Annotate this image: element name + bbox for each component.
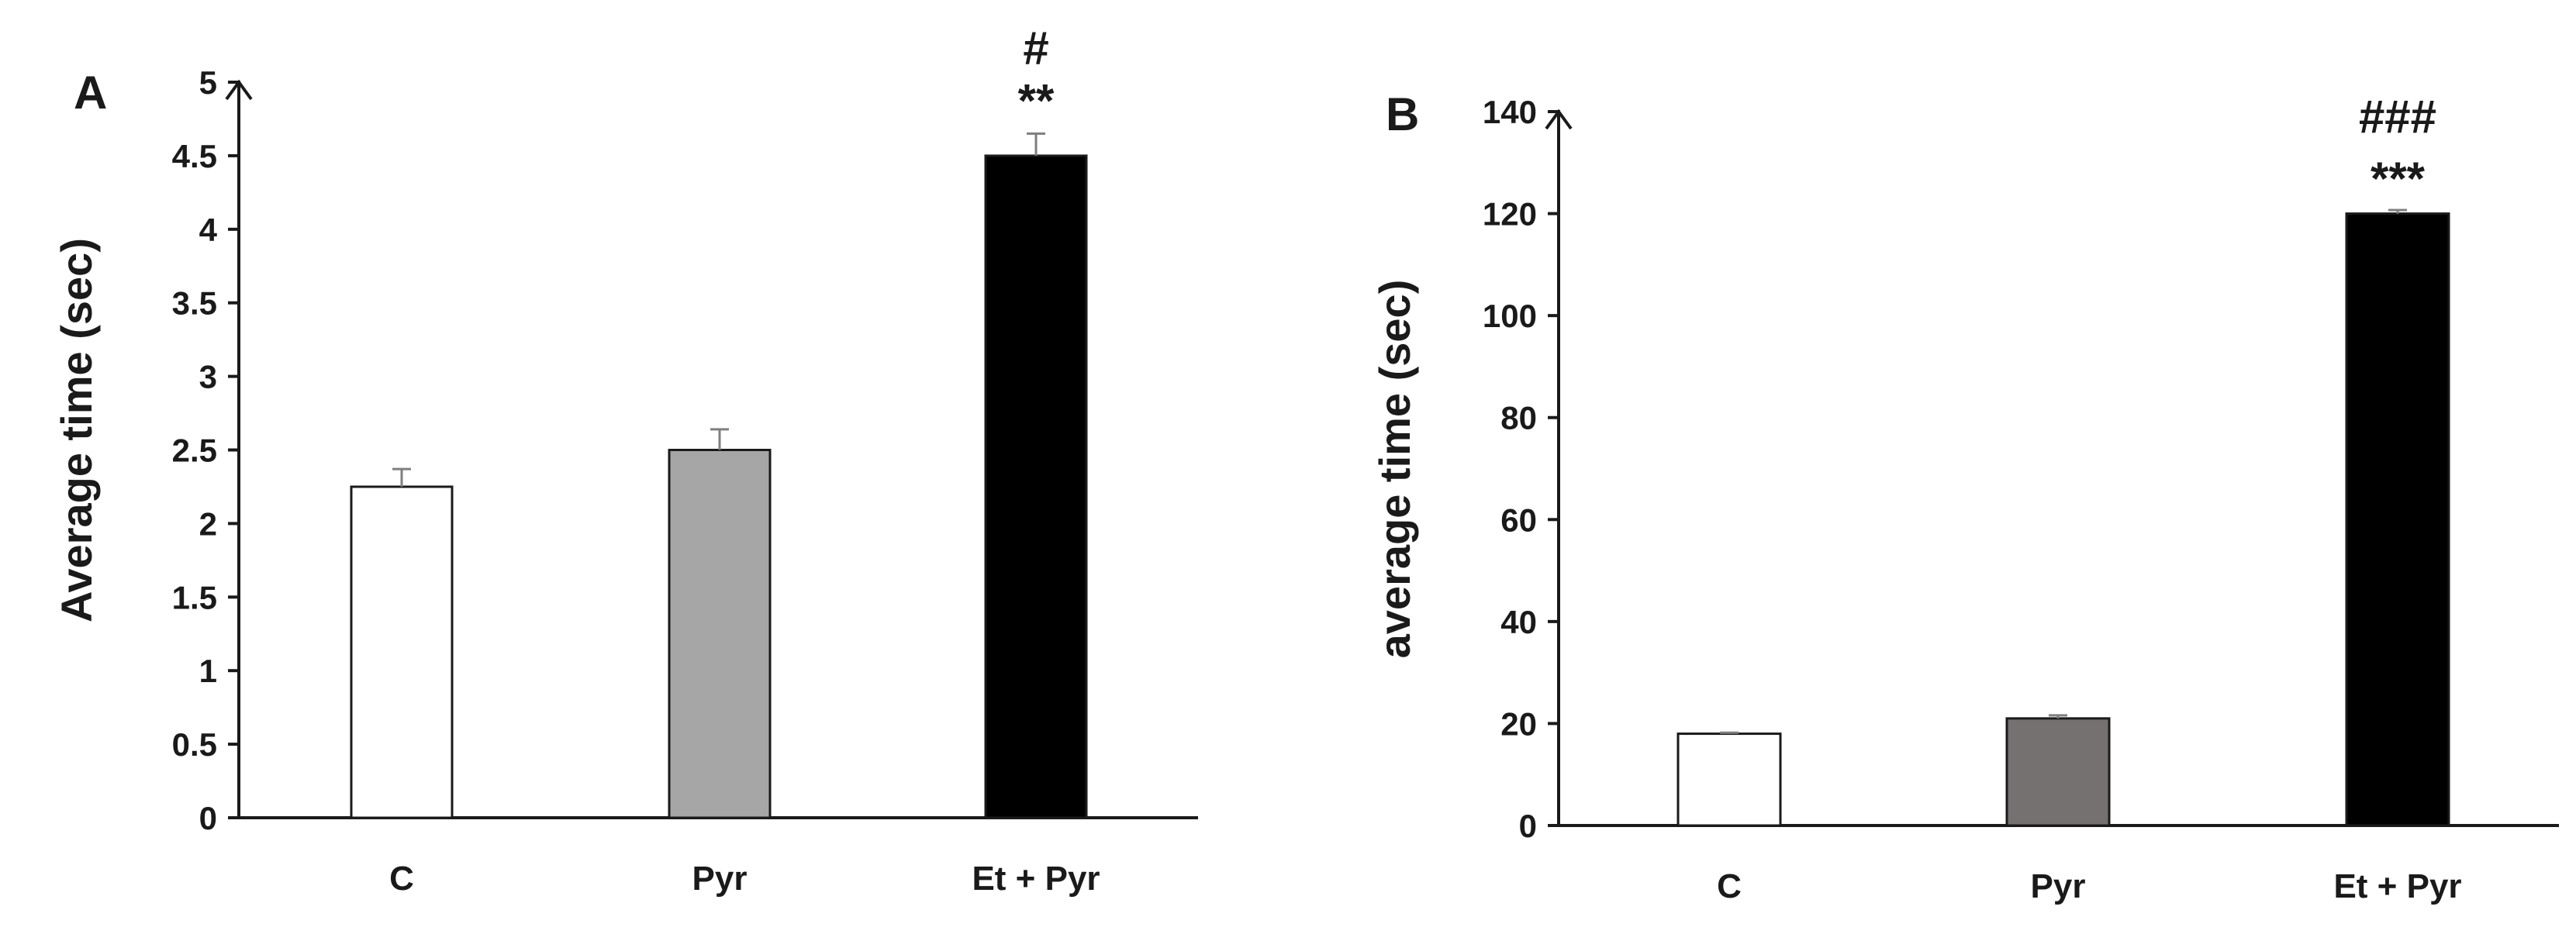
- y-tick-label: 0: [1519, 808, 1537, 844]
- x-tick-label: C: [389, 860, 414, 898]
- y-tick-label: 4.5: [172, 138, 217, 174]
- chart-panel-b: B average time (sec) 0 20 40 60 80 100 120 140 C…: [1370, 88, 2559, 905]
- bar: [2345, 212, 2450, 827]
- bar: [668, 449, 772, 819]
- x-tick-label: C: [1717, 867, 1742, 905]
- panel-label: A: [74, 67, 107, 119]
- y-tick-label: 5: [199, 64, 217, 101]
- y-axis-label: Average time (sec): [52, 238, 101, 622]
- y-tick-label: 100: [1483, 298, 1537, 334]
- y-tick-label: 2.5: [172, 433, 217, 469]
- bar: [1676, 732, 1782, 827]
- x-tick-label: Pyr: [692, 860, 748, 898]
- bar: [984, 154, 1088, 819]
- y-tick-label: 1: [199, 653, 217, 689]
- x-tick-label: Pyr: [2031, 867, 2086, 905]
- significance-label: ***: [2371, 153, 2426, 205]
- bar: [2005, 717, 2111, 827]
- y-tick-label: 120: [1483, 196, 1537, 233]
- y-tick-label: 0.5: [172, 726, 217, 763]
- significance-label: ###: [2359, 91, 2436, 143]
- y-tick-label: 3.5: [172, 285, 217, 322]
- y-tick-label: 60: [1500, 502, 1537, 538]
- y-tick-label: 40: [1500, 604, 1537, 640]
- y-tick-label: 1.5: [172, 579, 217, 615]
- y-tick-label: 80: [1500, 400, 1537, 436]
- significance-label: **: [1018, 74, 1055, 126]
- bar: [350, 485, 454, 819]
- y-tick-label: 20: [1500, 705, 1537, 742]
- x-tick-label: Et + Pyr: [2333, 867, 2461, 905]
- panel-label: B: [1386, 88, 1419, 140]
- y-tick-label: 4: [199, 212, 218, 248]
- significance-label: #: [1023, 22, 1048, 74]
- y-tick-label: 2: [199, 505, 217, 542]
- y-tick-label: 3: [199, 359, 217, 395]
- y-tick-label: 0: [199, 800, 217, 836]
- x-tick-label: Et + Pyr: [972, 860, 1100, 898]
- chart-panel-a: A Average time (sec) 0 0.5 1 1.5 2 2.5 3 3.5 4 4.…: [52, 22, 1198, 898]
- y-axis-label: average time (sec): [1370, 280, 1419, 659]
- y-tick-label: 140: [1483, 94, 1537, 130]
